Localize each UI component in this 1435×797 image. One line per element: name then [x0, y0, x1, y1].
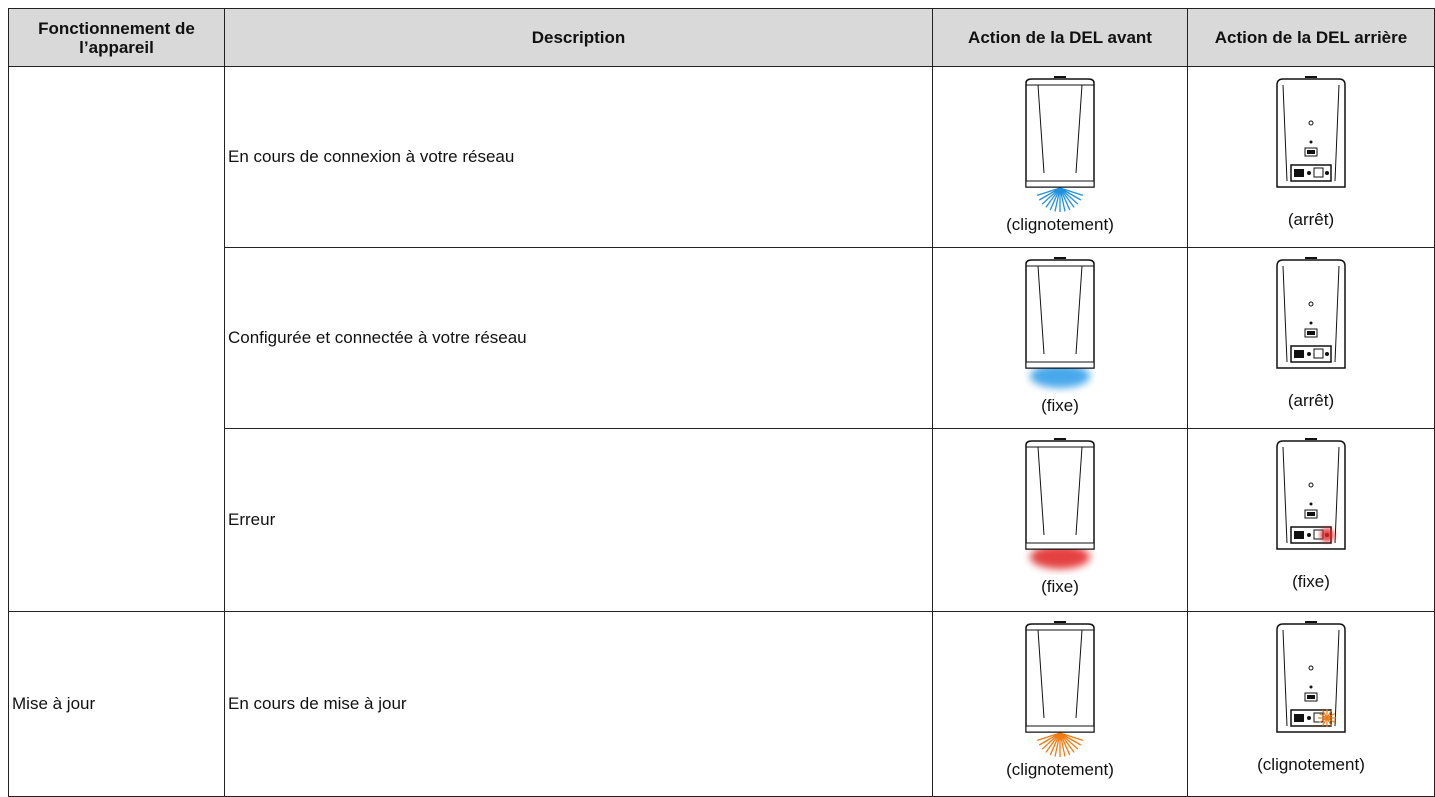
table-row: En cours de connexion à votre réseau (cl… [8, 66, 1435, 612]
description-cell: En cours de mise à jour [224, 611, 933, 797]
header-row: Fonctionnement de l’appareil Description A… [8, 8, 1435, 67]
rear-led-caption: (arrêt) [1287, 210, 1335, 229]
front-led-cell: (fixe) [932, 428, 1188, 612]
rear-led-cell: (arrêt) [1187, 66, 1435, 248]
header-cell: Fonctionnement de l’appareil [8, 8, 225, 67]
rear-led-cell: (clignotement) [1187, 611, 1435, 797]
function-cell: Mise à jour [8, 611, 225, 797]
header-cell: Description [224, 8, 933, 67]
front-led-caption: (clignotement) [1006, 215, 1114, 234]
description-cell: Erreur [224, 428, 933, 612]
rear-speaker-icon [1276, 621, 1346, 733]
front-led-cell: (clignotement) [932, 66, 1188, 248]
rear-speaker-icon [1276, 257, 1346, 369]
front-led-caption: (fixe) [1041, 577, 1079, 596]
front-speaker-icon [1025, 621, 1095, 757]
front-speaker-icon [1025, 76, 1095, 212]
rear-speaker-icon [1276, 76, 1346, 188]
header-cell: Action de la DEL arrière [1187, 8, 1435, 67]
header-cell: Action de la DEL avant [932, 8, 1188, 67]
rear-led-cell: (fixe) [1187, 428, 1435, 612]
front-led-caption: (fixe) [1041, 396, 1079, 415]
description-cell: En cours de connexion à votre réseau [224, 66, 933, 248]
function-cell [8, 66, 225, 612]
description-cell: Configurée et connectée à votre réseau [224, 247, 933, 429]
rear-led-caption: (clignotement) [1257, 755, 1365, 774]
rear-led-caption: (fixe) [1292, 572, 1330, 591]
front-led-cell: (clignotement) [932, 611, 1188, 797]
table-row: Mise à jour En cours de mise à jour (clig… [8, 611, 1435, 797]
front-led-cell: (fixe) [932, 247, 1188, 429]
front-speaker-icon [1025, 438, 1095, 569]
front-speaker-icon [1025, 257, 1095, 388]
rear-led-caption: (arrêt) [1287, 391, 1335, 410]
rear-led-cell: (arrêt) [1187, 247, 1435, 429]
led-table: Fonctionnement de l’appareil Description A… [8, 8, 1435, 797]
rear-speaker-icon [1276, 438, 1346, 550]
front-led-caption: (clignotement) [1006, 760, 1114, 779]
table-row: Erreur (fixe) (fixe) [9, 428, 1435, 612]
